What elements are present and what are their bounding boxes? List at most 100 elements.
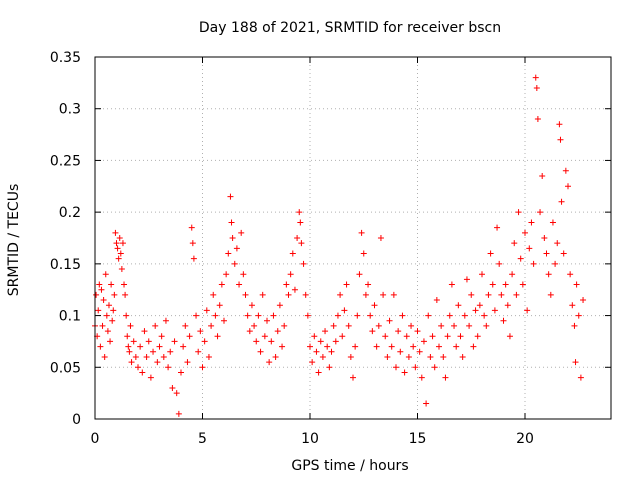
data-point — [225, 250, 232, 257]
data-point — [261, 333, 268, 340]
chart-title: Day 188 of 2021, SRMTID for receiver bsc… — [199, 20, 501, 36]
x-axis-label: GPS time / hours — [291, 458, 408, 474]
data-point — [530, 260, 537, 267]
data-point — [272, 353, 279, 360]
y-tick-label: 0.35 — [50, 50, 81, 66]
data-point — [347, 353, 354, 360]
data-point — [528, 219, 535, 226]
data-point — [384, 353, 391, 360]
x-tick-label: 10 — [301, 431, 319, 447]
data-point — [479, 271, 485, 278]
data-point — [95, 307, 102, 314]
data-point — [189, 240, 196, 247]
data-point — [436, 343, 442, 350]
data-point — [423, 400, 430, 407]
data-point — [152, 322, 159, 329]
data-point — [309, 359, 316, 366]
data-point — [571, 322, 578, 329]
data-point — [231, 260, 238, 267]
data-point — [429, 333, 436, 340]
data-point — [203, 307, 210, 314]
data-point — [343, 281, 350, 288]
data-point — [251, 322, 258, 329]
data-point — [188, 224, 195, 231]
data-point — [494, 224, 501, 231]
data-point — [517, 255, 524, 262]
data-point — [110, 307, 117, 314]
data-point — [345, 322, 352, 329]
data-point — [534, 116, 541, 123]
data-point — [127, 322, 134, 329]
data-point — [572, 359, 579, 366]
data-point — [186, 333, 193, 340]
data-point — [302, 291, 309, 298]
data-point — [218, 281, 225, 288]
data-point — [109, 317, 116, 324]
data-point — [297, 219, 304, 226]
data-point — [360, 250, 367, 257]
data-point — [98, 286, 105, 293]
data-point — [205, 353, 212, 360]
data-point — [476, 302, 483, 309]
data-point — [169, 384, 176, 391]
data-point — [182, 322, 189, 329]
data-point — [455, 302, 462, 309]
data-point — [193, 312, 200, 319]
data-point — [257, 348, 264, 355]
y-tick-label: 0.15 — [50, 257, 81, 273]
data-point — [539, 172, 546, 179]
data-point — [246, 328, 253, 335]
data-point — [457, 333, 464, 340]
data-point — [229, 235, 236, 241]
data-point — [268, 338, 275, 345]
data-point — [162, 317, 169, 324]
data-point — [498, 291, 505, 298]
data-point — [122, 291, 129, 298]
data-point — [554, 240, 561, 247]
data-point — [236, 281, 243, 288]
data-point — [485, 291, 492, 298]
data-point — [238, 229, 245, 236]
data-point — [158, 333, 165, 340]
data-point — [240, 271, 247, 278]
y-tick-label: 0.3 — [59, 102, 81, 118]
data-point — [365, 281, 372, 288]
data-point — [438, 322, 445, 329]
data-point — [332, 338, 339, 345]
data-point — [114, 245, 121, 252]
data-point — [367, 312, 374, 319]
data-point — [500, 317, 507, 324]
data-point — [175, 410, 182, 417]
data-point — [532, 74, 539, 81]
plot-frame — [94, 56, 612, 420]
data-point — [283, 281, 290, 288]
data-point — [223, 271, 230, 278]
data-point — [233, 245, 240, 252]
data-point — [197, 328, 204, 335]
data-point — [147, 374, 154, 381]
data-point — [573, 281, 580, 288]
data-point — [118, 266, 125, 273]
data-point — [496, 260, 503, 267]
data-point — [143, 353, 150, 360]
data-point — [99, 322, 106, 329]
data-point — [242, 291, 249, 298]
data-point — [334, 312, 341, 319]
y-tick-label: 0.2 — [59, 205, 81, 221]
data-point — [117, 250, 124, 257]
data-point — [356, 271, 363, 278]
data-point — [137, 343, 144, 350]
data-point — [145, 338, 152, 345]
data-point — [227, 193, 234, 200]
data-point — [567, 271, 574, 278]
data-point — [184, 359, 191, 366]
data-point — [461, 312, 468, 319]
data-point — [244, 312, 251, 319]
data-point — [577, 374, 584, 381]
data-point — [509, 271, 516, 278]
data-point — [212, 312, 219, 319]
data-point — [339, 333, 346, 340]
data-point — [126, 348, 133, 355]
data-point — [420, 338, 427, 345]
